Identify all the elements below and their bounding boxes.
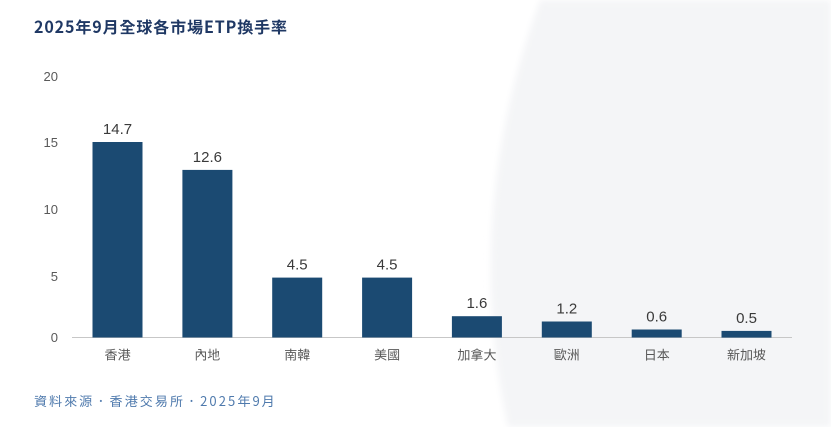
svg-text:14.7: 14.7 bbox=[103, 121, 132, 138]
svg-text:1.6: 1.6 bbox=[466, 295, 487, 312]
svg-text:新加坡: 新加坡 bbox=[727, 345, 766, 364]
svg-text:20: 20 bbox=[44, 69, 58, 84]
svg-text:加拿大: 加拿大 bbox=[457, 345, 496, 364]
svg-text:1.2: 1.2 bbox=[556, 301, 577, 318]
svg-text:10: 10 bbox=[44, 202, 58, 217]
svg-text:香港: 香港 bbox=[104, 345, 130, 364]
svg-text:4.5: 4.5 bbox=[287, 257, 308, 274]
svg-text:15: 15 bbox=[44, 135, 58, 150]
svg-text:美國: 美國 bbox=[374, 345, 400, 364]
svg-text:0.6: 0.6 bbox=[646, 309, 667, 326]
svg-text:0.5: 0.5 bbox=[736, 310, 757, 327]
svg-text:12.6: 12.6 bbox=[193, 149, 222, 166]
svg-text:內地: 內地 bbox=[194, 345, 220, 364]
svg-text:歐洲: 歐洲 bbox=[554, 345, 580, 364]
svg-text:0: 0 bbox=[51, 330, 58, 345]
svg-text:南韓: 南韓 bbox=[284, 345, 310, 364]
svg-text:4.5: 4.5 bbox=[377, 257, 398, 274]
svg-text:5: 5 bbox=[51, 269, 58, 284]
svg-text:日本: 日本 bbox=[644, 345, 670, 364]
